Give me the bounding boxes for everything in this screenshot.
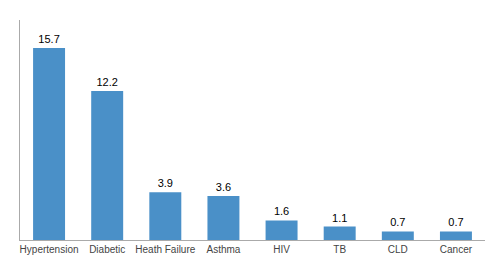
svg-text:HIV: HIV — [273, 244, 290, 255]
svg-text:Heath Failure: Heath Failure — [135, 244, 195, 255]
svg-text:CLD: CLD — [388, 244, 408, 255]
svg-text:12.2: 12.2 — [96, 76, 117, 88]
svg-text:Diabetic: Diabetic — [89, 244, 125, 255]
svg-text:TB: TB — [333, 244, 346, 255]
svg-text:3.6: 3.6 — [216, 181, 231, 193]
svg-text:1.1: 1.1 — [332, 212, 347, 224]
svg-text:15.7: 15.7 — [38, 33, 59, 45]
svg-text:Cancer: Cancer — [440, 244, 473, 255]
svg-text:0.7: 0.7 — [448, 216, 463, 228]
svg-text:Hypertension: Hypertension — [20, 244, 79, 255]
svg-text:Asthma: Asthma — [206, 244, 240, 255]
svg-text:0.7: 0.7 — [390, 216, 405, 228]
svg-text:1.6: 1.6 — [274, 205, 289, 217]
svg-text:3.9: 3.9 — [158, 177, 173, 189]
